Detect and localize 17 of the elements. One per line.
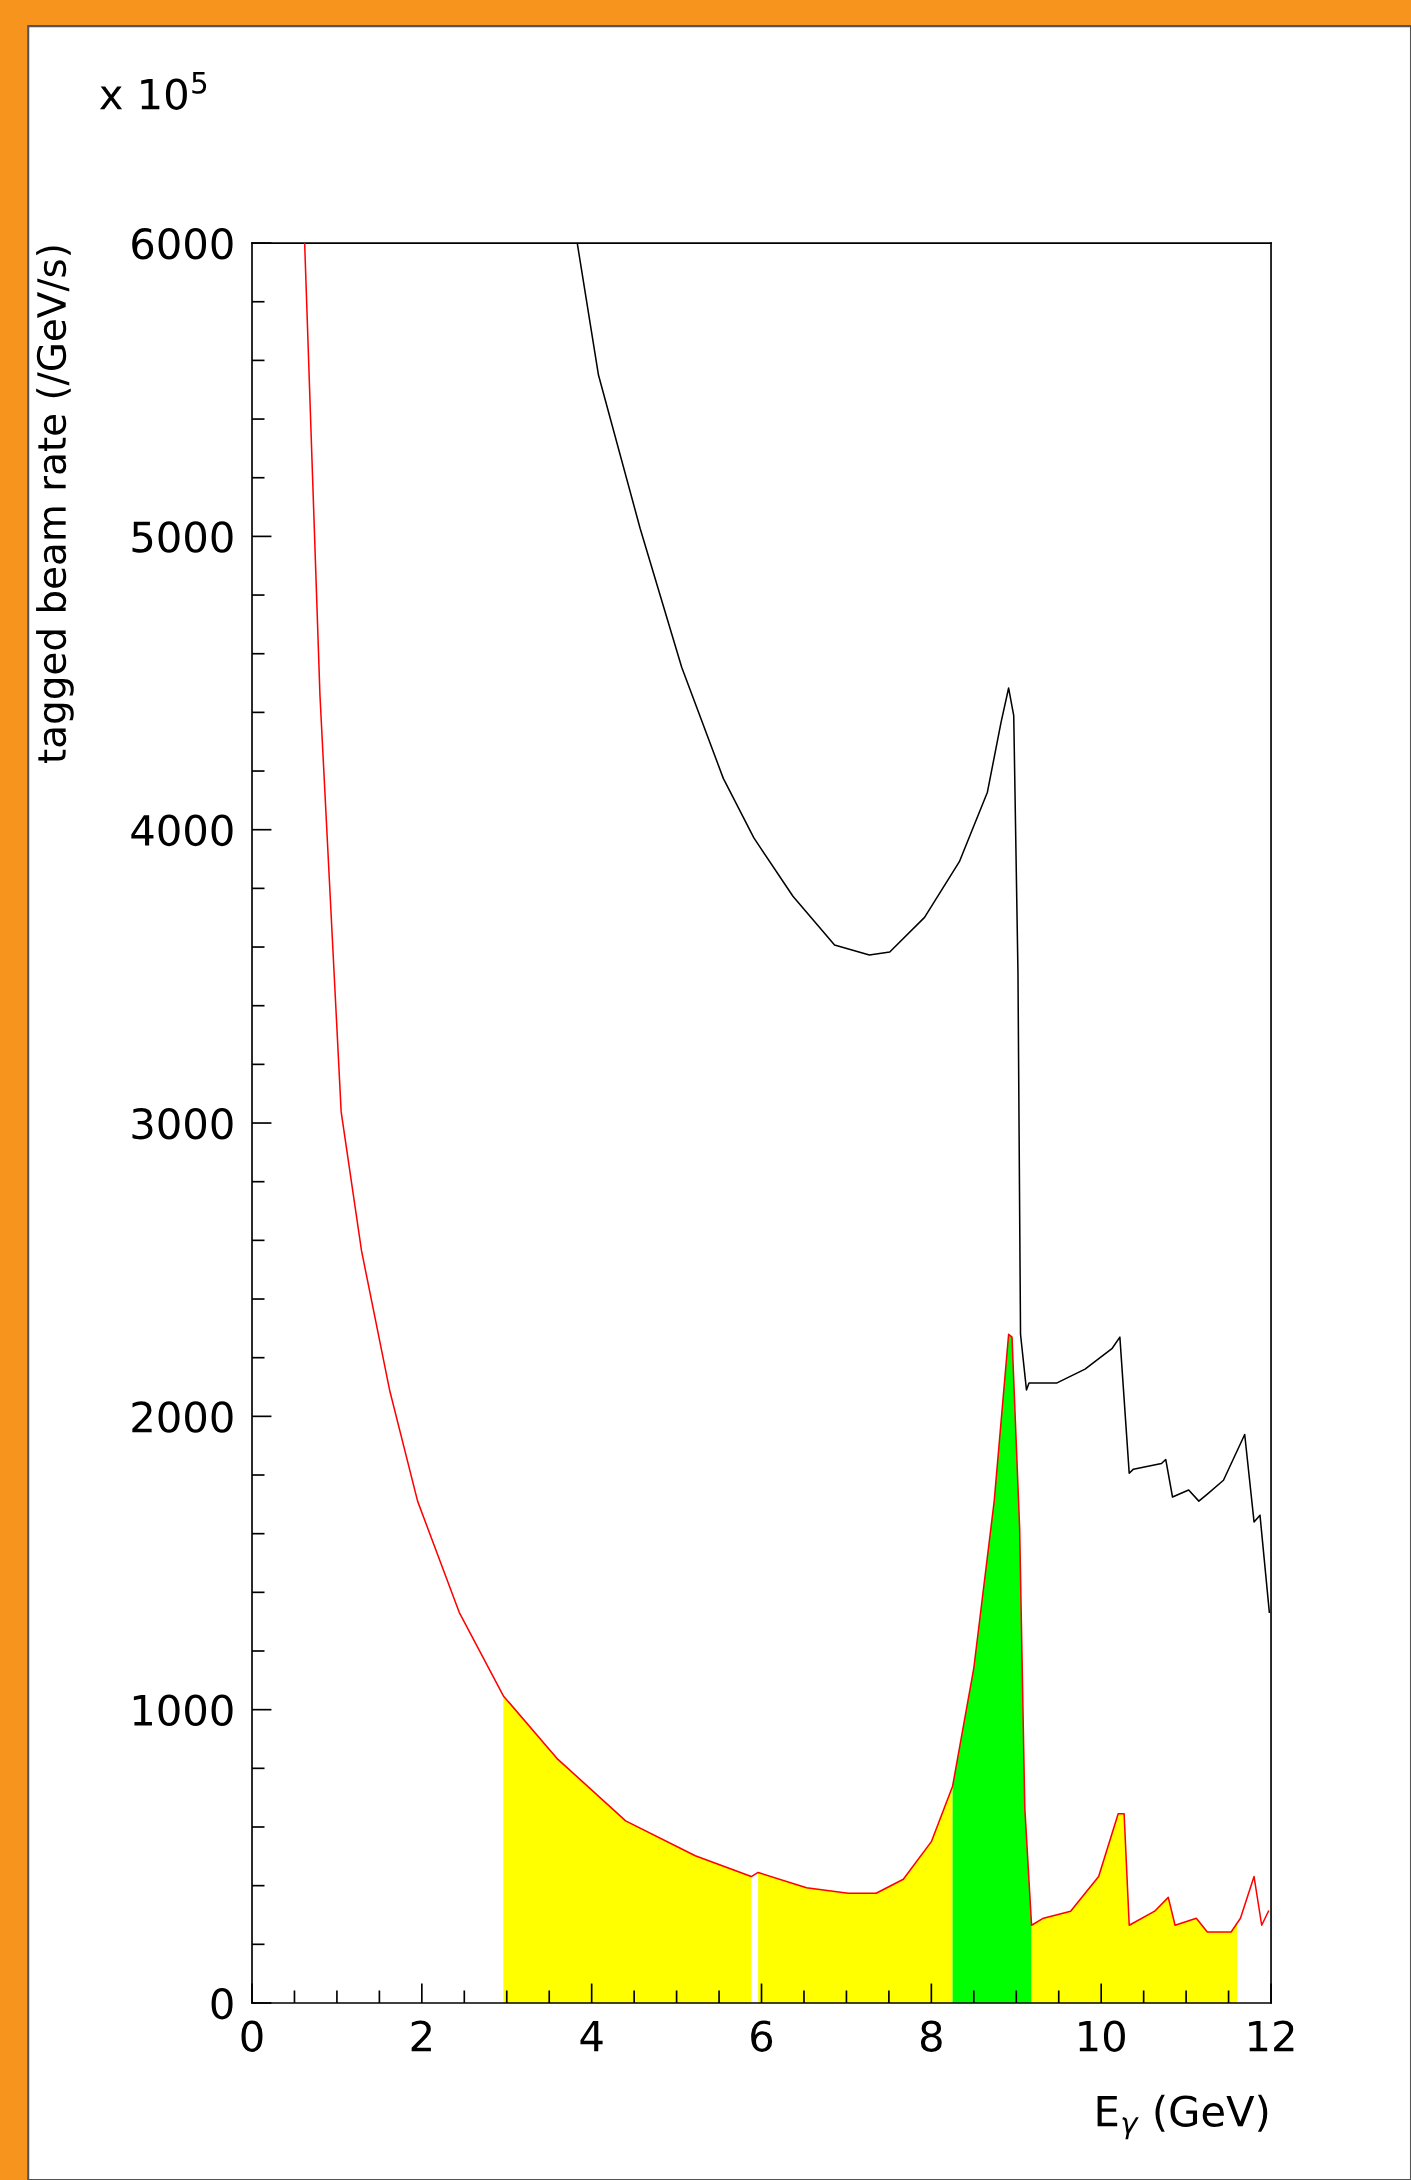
x-tick-label: 0 [241,2020,263,2052]
x-tick-label: 6 [751,2020,773,2052]
y-tick-label: 6000 [132,227,233,260]
y-tick-label: 0 [211,1987,233,2020]
x-tick-label: 8 [920,2020,942,2052]
x-tick-label: 12 [1249,2020,1294,2052]
y-tick-label: 1000 [133,1694,233,1727]
y-tick-label: 4000 [131,814,233,847]
y-tick-label: 2000 [132,1401,233,1433]
x-tick-label: 4 [580,2020,603,2052]
y-tick-label: 3000 [132,1107,233,1140]
y-tick-label: 5000 [132,521,233,553]
x-tick-label: 10 [1079,2020,1125,2052]
y-axis-title: tagged beam rate (/GeV/s) [36,246,74,763]
text: x 10$^{5}$ [99,72,207,110]
x-axis-title: E$_{γ}$ (GeV) [1097,2094,1268,2140]
x-tick-label: 2 [411,2020,431,2052]
